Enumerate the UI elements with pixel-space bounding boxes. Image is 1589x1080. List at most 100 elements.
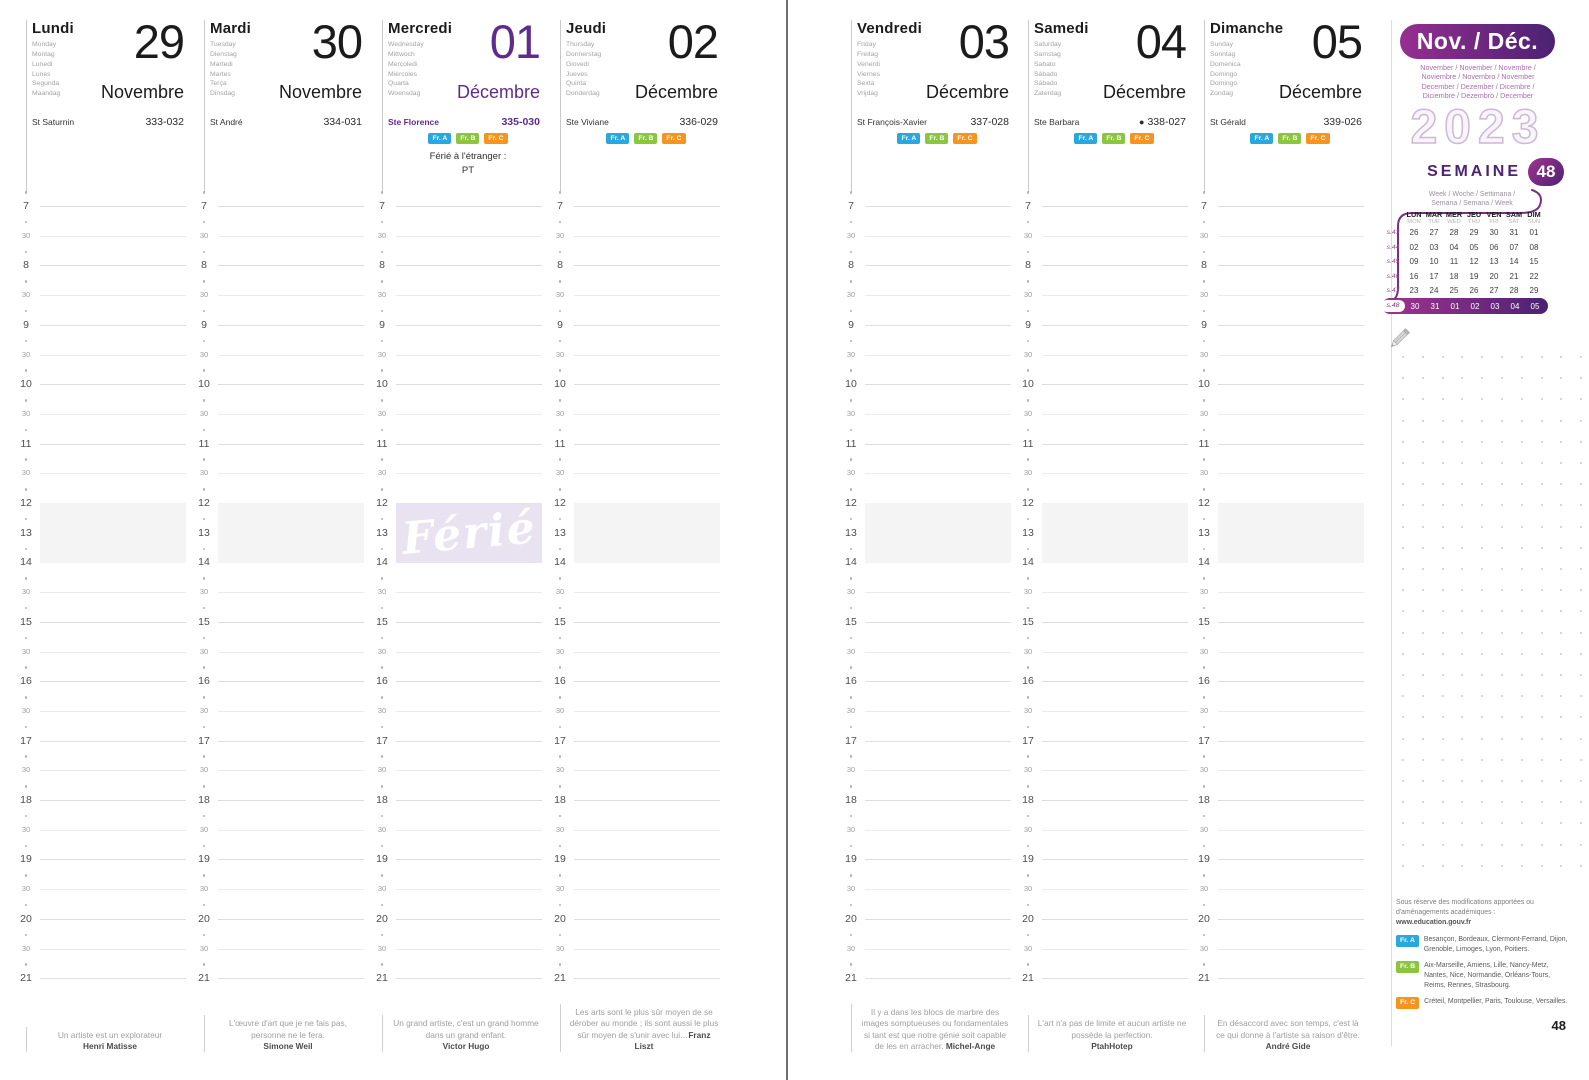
time-label: 9 [1025,318,1031,331]
time-slot-line [574,948,720,950]
time-slot-line [1218,413,1364,415]
grid-dot [1481,758,1484,761]
zone-badge-c: Fr. C [484,133,508,144]
quarter-hour-dot [380,220,383,224]
calendar-day-abbr-en: MON [1407,219,1421,225]
time-label: 20 [20,912,32,925]
time-label: 7 [1025,200,1031,212]
grid-dot [1560,377,1563,380]
quarter-hour-dot [558,636,561,640]
day-header: Samedi Saturday Samstag Sabato Sábado Sábado Z… [1034,15,1187,144]
lunch-band [1218,503,1364,564]
time-slot-line [1042,740,1188,742]
time-slot-line [865,592,1011,594]
time-label: 30 [555,468,565,478]
quarter-hour-dot [849,844,852,848]
quarter-hour-dot [380,547,383,551]
time-label: 30 [199,290,209,300]
time-label: 10 [1022,378,1034,391]
quarter-hour-dot [1026,547,1029,551]
time-label: 21 [1198,972,1210,985]
time-label: 30 [199,884,209,894]
day-column-dimanche: Dimanche Sunday Sonntag Domenica Domingo Domi… [1190,0,1366,1080]
time-label: 30 [1199,884,1209,894]
time-label: 19 [198,853,210,866]
time-slot-line [40,265,186,267]
saint-name: Ste Florence [388,117,440,127]
grid-dot [1580,758,1583,761]
time-slot-line [40,740,186,742]
time-slot-line [218,978,364,980]
saint-name: Ste Viviane [566,117,609,127]
legend-items: Fr. A Besançon, Bordeaux, Clermont-Ferran… [1396,935,1572,1010]
time-label: 7 [201,200,207,212]
quarter-hour-dot [202,577,205,580]
quarter-hour-dot [1026,814,1029,818]
quarter-hour-dot [849,399,852,402]
public-holiday-band: Férié [396,503,542,564]
zone-badge-a: Fr. A [1396,935,1419,947]
quarter-hour-dot [380,339,383,343]
time-label: 8 [23,259,29,272]
grid-dot [1402,801,1404,804]
quarter-hour-dot [380,369,383,372]
quote-text: Un artiste est un explorateur [57,1029,163,1040]
time-label: 30 [199,943,209,953]
time-label: 17 [198,734,210,747]
time-slot-line [218,384,364,386]
day-number: 03 [958,15,1010,68]
time-label: 18 [198,794,210,806]
school-zone-badges: Fr. A Fr. B Fr. C [857,133,1017,144]
time-slot-line [1218,592,1364,594]
day-header: Dimanche Sunday Sonntag Domenica Domingo Domi… [1210,18,1363,144]
time-label: 30 [846,884,856,894]
saint-row: Ste Barbara ● 338-027 [1034,116,1186,128]
quarter-hour-dot [1026,309,1029,313]
day-number: 04 [1135,15,1187,68]
lunch-band [218,503,364,564]
grid-dot [1520,737,1523,740]
quarter-hour-dot [558,458,561,461]
grid-dot [1501,843,1503,846]
time-label: 11 [20,437,32,450]
day-number: 30 [311,15,363,68]
day-header: Mercredi Wednesday Mittwoch Mercoledi Miérco… [388,18,541,176]
quarter-hour-dot [24,963,27,966]
calendar-date: 04 [1510,301,1520,311]
grid-dot [1461,758,1464,761]
grid-dot [1520,864,1523,867]
time-label: 19 [1198,853,1210,866]
day-of-year-code: 336-029 [679,116,718,128]
grid-dot [1421,462,1424,464]
time-label: 20 [1022,912,1034,925]
time-label: 30 [555,587,565,597]
grid-dot [1520,504,1523,507]
quarter-hour-dot [558,399,561,402]
time-slot-line [218,265,364,267]
time-slot-line [40,295,186,297]
quarter-hour-dot [849,220,852,224]
time-label: 30 [846,824,856,834]
saint-name: St François-Xavier [857,117,927,127]
grid-dot [1481,801,1484,804]
time-slot-line [865,918,1011,920]
grid-dot [1520,610,1523,613]
quarter-hour-dot [1202,428,1205,432]
quarter-hour-dot [849,933,852,937]
calendar-week-row: s.45 09 10 11 12 13 14 15 [1382,255,1548,269]
grid-dot [1540,801,1543,804]
grid-dot [1501,674,1503,676]
time-slot-line [40,354,186,356]
grid-dot [1441,780,1444,782]
time-slot-line [218,235,364,237]
column-border [1028,20,1029,192]
grid-dot [1540,610,1543,613]
grid-dot [1481,462,1484,464]
grid-dot [1560,504,1563,507]
quarter-hour-dot [849,874,852,877]
calendar-day-abbr-en: FRI [1489,219,1499,225]
time-label: 30 [555,408,565,418]
grid-dot [1461,504,1464,507]
grid-dot [1540,843,1543,846]
education-gouv-link[interactable]: www.education.gouv.fr [1396,919,1472,926]
